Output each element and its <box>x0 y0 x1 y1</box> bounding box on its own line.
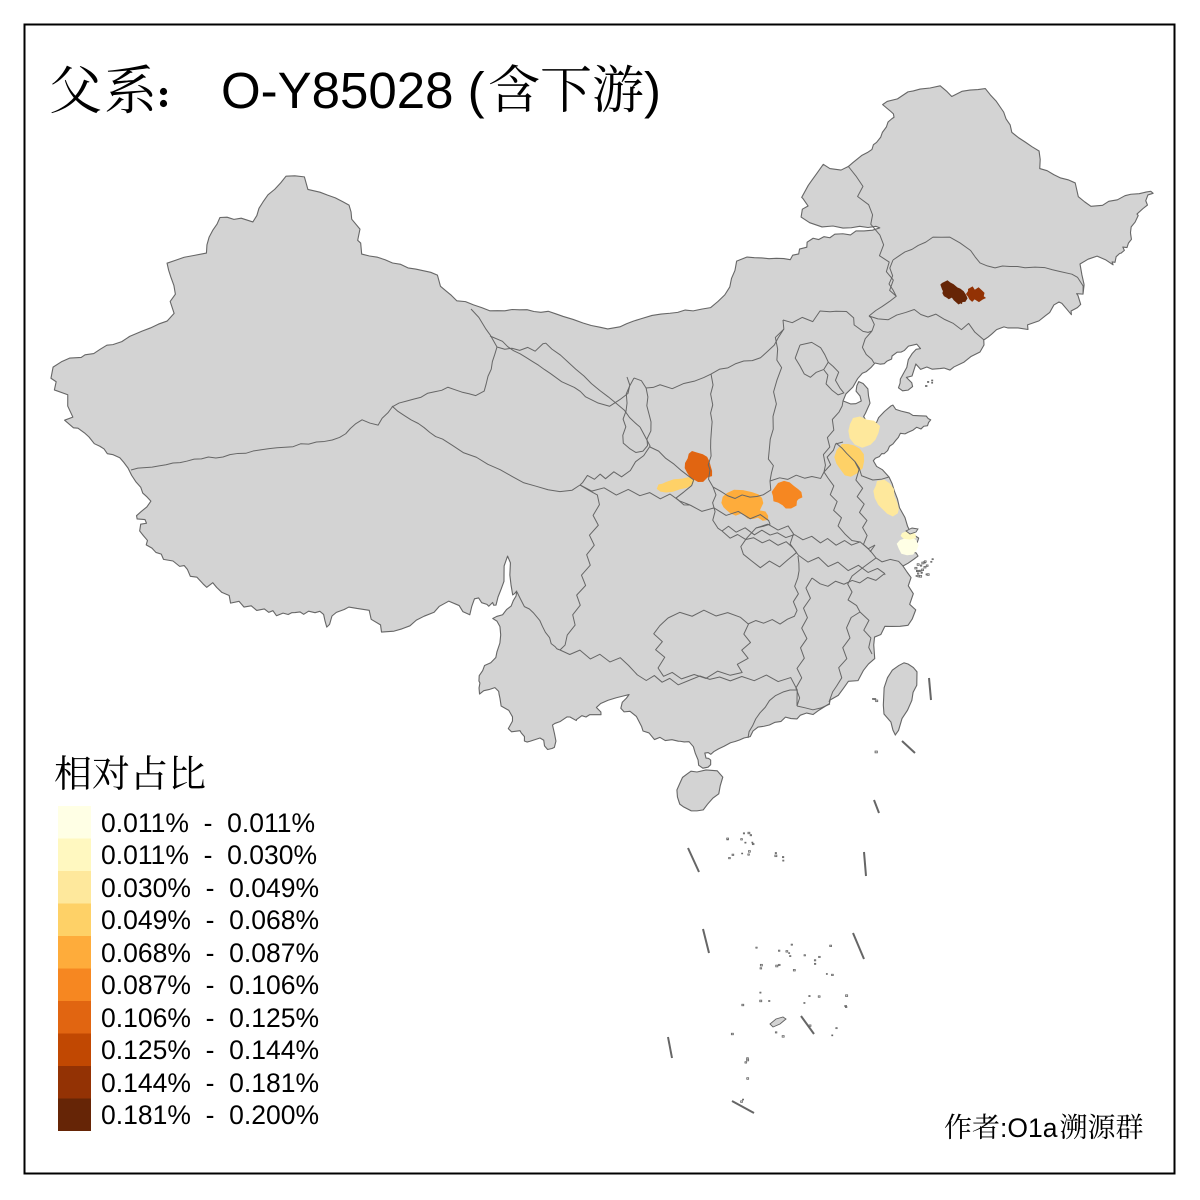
svg-text:0.144% - 0.181%: 0.144% - 0.181% <box>101 1068 319 1098</box>
svg-text:0.011% - 0.011%: 0.011% - 0.011% <box>101 808 315 838</box>
svg-text:): ) <box>644 62 661 119</box>
svg-text:0.087% - 0.106%: 0.087% - 0.106% <box>101 970 319 1000</box>
svg-text:0.068% - 0.087%: 0.068% - 0.087% <box>101 938 319 968</box>
svg-text::O1a: :O1a <box>1000 1113 1058 1143</box>
svg-text:0.106% - 0.125%: 0.106% - 0.125% <box>101 1003 319 1033</box>
svg-text:0.030% - 0.049%: 0.030% - 0.049% <box>101 873 319 903</box>
svg-text:0.125% - 0.144%: 0.125% - 0.144% <box>101 1035 319 1065</box>
svg-text:0.181% - 0.200%: 0.181% - 0.200% <box>101 1100 319 1130</box>
svg-text:0.011% - 0.030%: 0.011% - 0.030% <box>101 840 317 870</box>
svg-text:O-Y85028 (: O-Y85028 ( <box>221 62 485 119</box>
svg-text:0.049% - 0.068%: 0.049% - 0.068% <box>101 905 319 935</box>
